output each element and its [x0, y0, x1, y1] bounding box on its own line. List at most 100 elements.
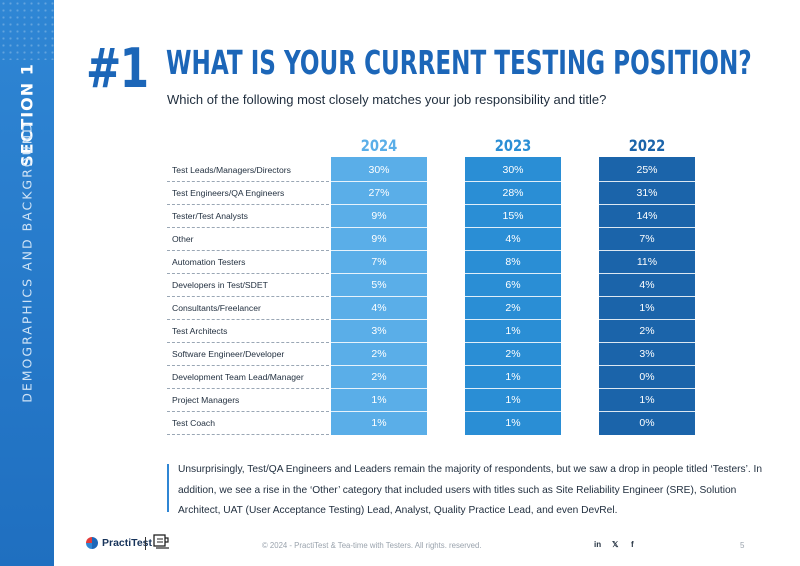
cell-value: 1%	[371, 394, 387, 406]
cell-divider	[599, 273, 695, 274]
cell-value: 0%	[639, 371, 655, 383]
cell-value: 15%	[502, 210, 524, 222]
cell-value: 9%	[371, 210, 387, 222]
cell-value: 7%	[371, 256, 387, 268]
cell-2024: 7%	[331, 251, 427, 274]
cell-2024: 2%	[331, 366, 427, 389]
cell-divider	[465, 388, 561, 389]
cell-value: 7%	[639, 233, 655, 245]
cell-divider	[599, 411, 695, 412]
cell-value: 30%	[368, 164, 390, 176]
cell-2024: 3%	[331, 320, 427, 343]
cell-2022: 1%	[599, 389, 695, 412]
row-label: Test Architects	[172, 326, 228, 336]
row-label: Tester/Test Analysts	[172, 211, 248, 221]
cell-2024: 5%	[331, 274, 427, 297]
x-twitter-icon[interactable]: 𝕏	[612, 540, 619, 549]
row-divider	[167, 434, 329, 435]
row-divider	[167, 365, 329, 366]
cell-divider	[465, 296, 561, 297]
commentary-text: Unsurprisingly, Test/QA Engineers and Le…	[178, 464, 763, 516]
cell-value: 2%	[505, 348, 521, 360]
cell-value: 2%	[371, 371, 387, 383]
cell-2022: 25%	[599, 159, 695, 182]
row-label: Developers in Test/SDET	[172, 280, 268, 290]
row-divider	[167, 181, 329, 182]
cell-divider	[599, 365, 695, 366]
cell-2024: 9%	[331, 228, 427, 251]
cell-divider	[599, 296, 695, 297]
cell-2022: 0%	[599, 366, 695, 389]
cell-value: 4%	[639, 279, 655, 291]
cell-value: 6%	[505, 279, 521, 291]
row-divider	[167, 296, 329, 297]
facebook-icon[interactable]: f	[631, 540, 634, 549]
linkedin-icon[interactable]: in	[594, 540, 602, 549]
cell-2024: 4%	[331, 297, 427, 320]
row-divider	[167, 319, 329, 320]
tea-time-logo-icon[interactable]	[152, 533, 172, 551]
row-label: Automation Testers	[172, 257, 246, 267]
row-divider	[167, 342, 329, 343]
row-label: Test Engineers/QA Engineers	[172, 188, 285, 198]
cell-2022: 7%	[599, 228, 695, 251]
cell-value: 5%	[371, 279, 387, 291]
cell-value: 30%	[502, 164, 524, 176]
practitest-logo[interactable]: PractiTest	[86, 535, 152, 551]
row-label: Other	[172, 234, 194, 244]
cell-divider	[599, 204, 695, 205]
section-category: DEMOGRAPHICS AND BACKGROUND	[19, 121, 35, 403]
cell-divider	[331, 296, 427, 297]
cell-value: 2%	[505, 302, 521, 314]
row-label: Test Coach	[172, 418, 215, 428]
page-title: WHAT IS YOUR CURRENT TESTING POSITION?	[166, 43, 752, 82]
cell-value: 1%	[505, 394, 521, 406]
cell-value: 2%	[371, 348, 387, 360]
column-header-2022: 2022	[628, 136, 666, 155]
cell-value: 4%	[371, 302, 387, 314]
cell-value: 3%	[371, 325, 387, 337]
table-row: Automation Testers 7% 8% 11%	[167, 251, 733, 274]
cell-2022: 11%	[599, 251, 695, 274]
page-subtitle: Which of the following most closely matc…	[167, 92, 607, 107]
logo-divider	[145, 537, 146, 550]
cell-2022: 14%	[599, 205, 695, 228]
cell-divider	[331, 204, 427, 205]
cell-2023: 1%	[465, 389, 561, 412]
cell-divider	[599, 227, 695, 228]
cell-2024: 27%	[331, 182, 427, 205]
cell-divider	[331, 227, 427, 228]
table-row: Project Managers 1% 1% 1%	[167, 389, 733, 412]
row-divider	[167, 411, 329, 412]
row-divider	[167, 250, 329, 251]
cell-divider	[599, 388, 695, 389]
cell-divider	[331, 365, 427, 366]
row-label: Consultants/Freelancer	[172, 303, 261, 313]
table-row: Other 9% 4% 7%	[167, 228, 733, 251]
cell-2023: 1%	[465, 412, 561, 435]
cell-divider	[465, 227, 561, 228]
cell-2024: 1%	[331, 389, 427, 412]
row-label: Software Engineer/Developer	[172, 349, 285, 359]
cell-value: 1%	[505, 417, 521, 429]
cell-divider	[599, 181, 695, 182]
cell-value: 28%	[502, 187, 524, 199]
row-divider	[167, 388, 329, 389]
practitest-logo-text: PractiTest	[102, 537, 152, 549]
table-row: Test Leads/Managers/Directors 30% 30% 25%	[167, 159, 733, 182]
cell-divider	[599, 250, 695, 251]
dot-pattern	[0, 0, 54, 60]
column-header-2023: 2023	[494, 136, 532, 155]
cell-divider	[331, 388, 427, 389]
cell-divider	[465, 319, 561, 320]
cell-2023: 2%	[465, 343, 561, 366]
cell-value: 8%	[505, 256, 521, 268]
cell-divider	[465, 273, 561, 274]
cell-divider	[331, 250, 427, 251]
cell-2022: 4%	[599, 274, 695, 297]
cell-value: 25%	[636, 164, 658, 176]
cell-value: 0%	[639, 417, 655, 429]
table-row: Test Architects 3% 1% 2%	[167, 320, 733, 343]
practitest-logo-icon	[86, 537, 98, 549]
cell-2023: 4%	[465, 228, 561, 251]
